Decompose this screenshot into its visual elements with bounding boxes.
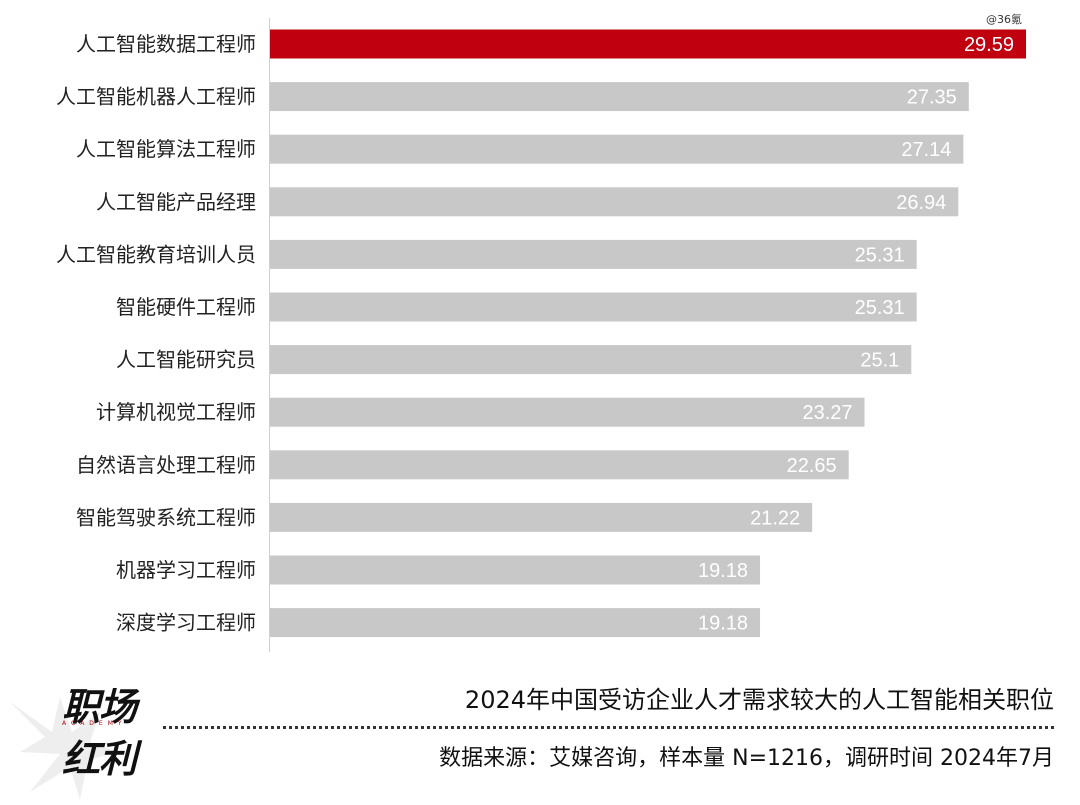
value-label: 25.31 xyxy=(855,244,905,266)
bar xyxy=(270,345,912,375)
bar xyxy=(270,134,964,164)
value-label: 19.18 xyxy=(698,613,748,635)
value-label: 29.59 xyxy=(964,34,1014,56)
starburst-icon xyxy=(10,697,118,800)
category-label: 智能硬件工程师 xyxy=(116,295,256,319)
value-label: 25.1 xyxy=(860,350,899,372)
bar xyxy=(270,239,917,269)
bar xyxy=(270,450,849,480)
value-label: 27.35 xyxy=(907,87,957,109)
category-label: 人工智能数据工程师 xyxy=(76,32,256,56)
value-label: 23.27 xyxy=(802,402,852,424)
bar xyxy=(270,82,969,112)
value-label: 25.31 xyxy=(855,297,905,319)
bar xyxy=(270,397,865,427)
category-label: 自然语言处理工程师 xyxy=(76,453,256,477)
logo-line2: 红利 xyxy=(62,737,137,781)
data-source: 数据来源：艾媒咨询，样本量 N=1216，调研时间 2024年7月 xyxy=(439,746,1054,771)
bar xyxy=(270,292,917,322)
category-label: 机器学习工程师 xyxy=(116,558,256,582)
bar xyxy=(270,29,1026,59)
category-label: 计算机视觉工程师 xyxy=(96,400,256,424)
chart-title: 2024年中国受访企业人才需求较大的人工智能相关职位 xyxy=(464,686,1054,714)
category-label: 人工智能机器人工程师 xyxy=(56,85,256,109)
value-label: 22.65 xyxy=(787,455,837,477)
category-label: 深度学习工程师 xyxy=(116,611,256,635)
bar xyxy=(270,608,761,638)
bar-chart: 人工智能数据工程师 29.59 人工智能机器人工程师 27.35 人工智能算法工程师 27… xyxy=(56,18,1026,652)
category-label: 人工智能研究员 xyxy=(116,348,256,372)
divider xyxy=(163,726,1054,729)
category-label: 智能驾驶系统工程师 xyxy=(76,505,256,529)
logo-subline: ACADEMY xyxy=(62,720,127,727)
value-label: 27.14 xyxy=(901,139,951,161)
category-label: 人工智能教育培训人员 xyxy=(56,242,256,266)
value-label: 26.94 xyxy=(896,192,946,214)
bar xyxy=(270,187,959,217)
brand-logo: 职场 ACADEMY 红利 xyxy=(10,672,170,800)
logo-line1: 职场 xyxy=(62,685,137,729)
category-label: 人工智能产品经理 xyxy=(96,190,256,214)
bar xyxy=(270,502,813,532)
value-label: 21.22 xyxy=(750,507,800,529)
category-label: 人工智能算法工程师 xyxy=(76,137,256,161)
bar xyxy=(270,555,761,585)
watermark: @36氪 xyxy=(986,13,1022,26)
value-label: 19.18 xyxy=(698,560,748,582)
